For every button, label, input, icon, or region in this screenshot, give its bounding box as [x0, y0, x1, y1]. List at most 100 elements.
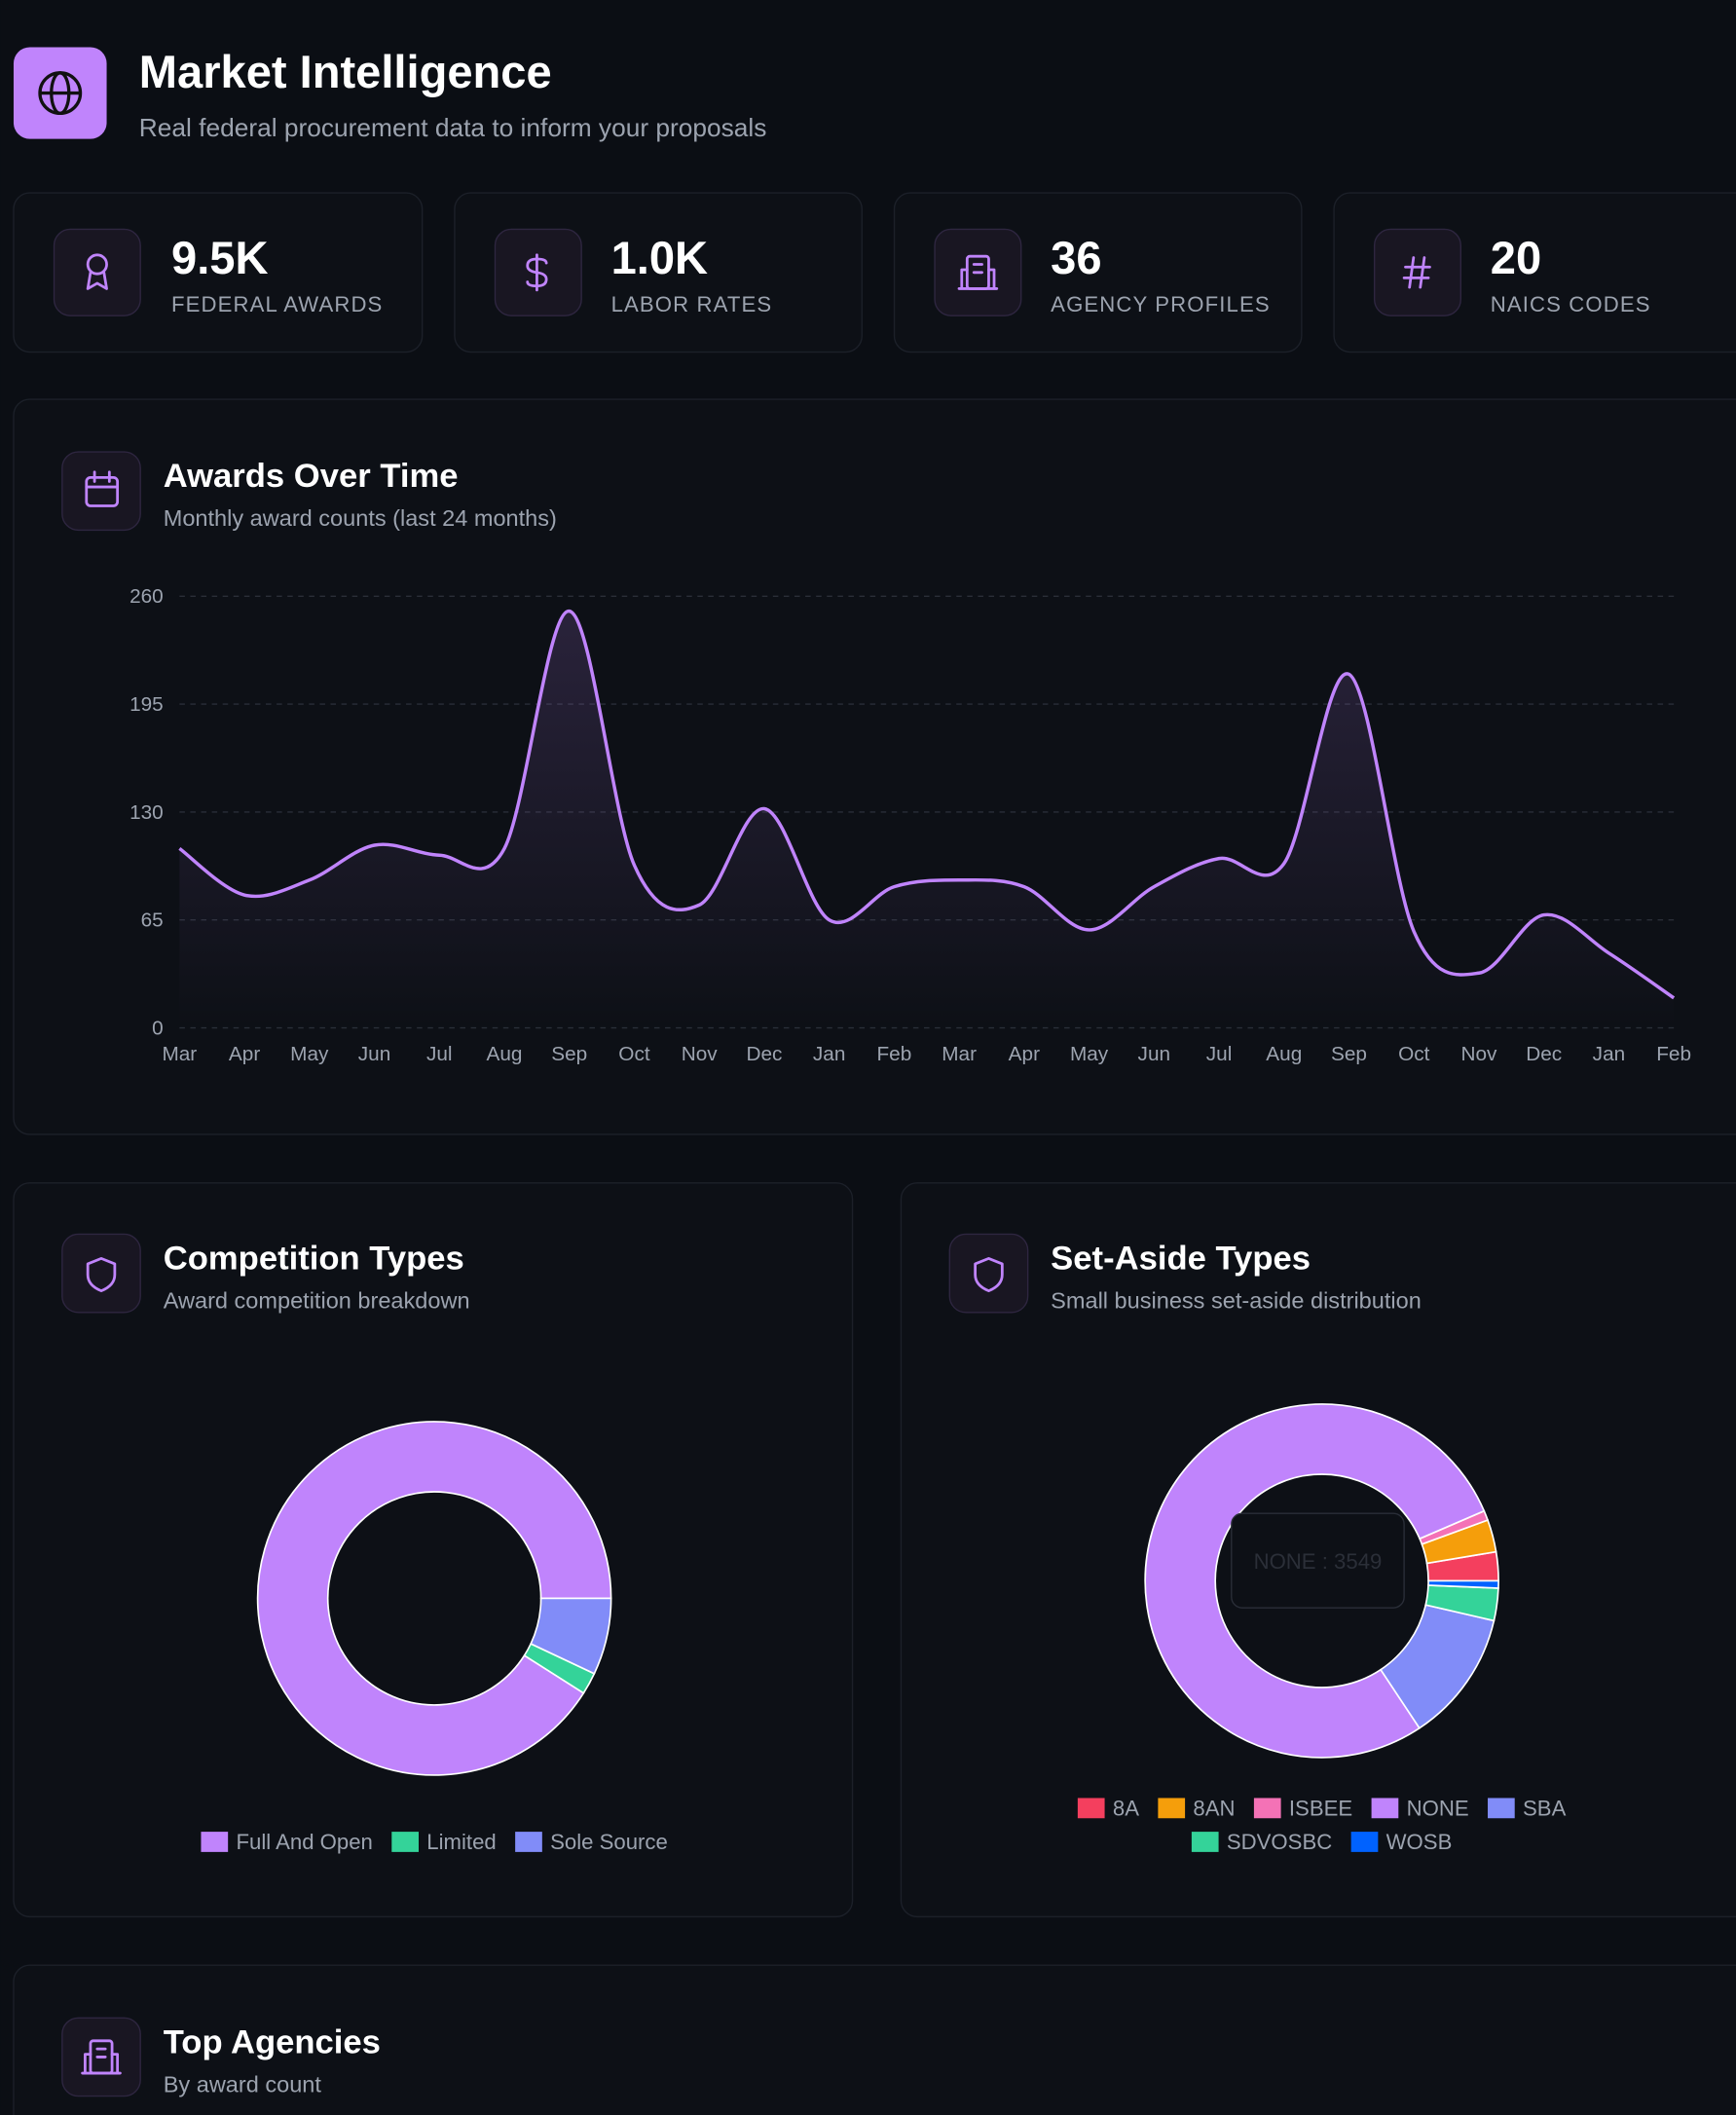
- stat-label: AGENCY PROFILES: [1051, 292, 1271, 316]
- award-icon: [86, 253, 108, 290]
- x-tick-label: Oct: [618, 1043, 650, 1065]
- x-tick-label: Apr: [1009, 1043, 1040, 1065]
- stat-value: 36: [1051, 232, 1101, 283]
- shield-icon: [86, 1257, 117, 1293]
- x-tick-label: Sep: [1331, 1043, 1367, 1065]
- stat-label: NAICS CODES: [1491, 292, 1651, 316]
- x-tick-label: Dec: [1526, 1043, 1562, 1065]
- legend-label: Limited: [426, 1830, 496, 1854]
- x-tick-label: Aug: [1266, 1043, 1302, 1065]
- x-tick-label: Mar: [162, 1043, 197, 1065]
- dollar-icon: [526, 253, 548, 292]
- tooltip-text: NONE : 3549: [1254, 1549, 1383, 1574]
- legend-swatch: [1488, 1798, 1515, 1819]
- donut-slice: [256, 1421, 612, 1776]
- stat-cards: [13, 192, 1736, 353]
- legend-swatch: [1158, 1798, 1186, 1819]
- card-subtitle: Small business set-aside distribution: [1051, 1288, 1422, 1314]
- legend-swatch: [1191, 1832, 1219, 1852]
- hash-icon: [1402, 256, 1431, 289]
- legend-item: ISBEE: [1253, 1796, 1352, 1820]
- y-tick-label: 0: [152, 1017, 164, 1039]
- x-tick-label: Jun: [1138, 1043, 1170, 1065]
- card-title: Top Agencies: [164, 2023, 381, 2060]
- legend-swatch: [201, 1832, 229, 1852]
- legend-label: Sole Source: [550, 1830, 668, 1854]
- y-tick-label: 260: [129, 585, 164, 608]
- y-tick-label: 65: [141, 909, 164, 932]
- tooltip-box: [1231, 1512, 1405, 1609]
- legend-item: 8AN: [1158, 1796, 1236, 1820]
- legend-label: SBA: [1523, 1796, 1567, 1820]
- x-tick-label: Jan: [813, 1043, 845, 1065]
- legend-item: SBA: [1488, 1796, 1567, 1820]
- card-title: Awards Over Time: [164, 458, 459, 495]
- card-title: Set-Aside Types: [1051, 1240, 1311, 1277]
- legend-label: ISBEE: [1289, 1796, 1352, 1820]
- calendar-icon: [85, 470, 120, 507]
- x-tick-label: Jun: [358, 1043, 390, 1065]
- stat-value: 1.0K: [611, 232, 708, 283]
- line: [178, 609, 1676, 1000]
- page-subtitle: Real federal procurement data to inform …: [139, 113, 767, 142]
- x-tick-label: Nov: [1460, 1043, 1497, 1065]
- building-icon: [957, 254, 999, 290]
- card-icon: [948, 1233, 1029, 1314]
- legend-swatch: [391, 1832, 419, 1852]
- legend-swatch: [1253, 1798, 1281, 1819]
- legend-item: SDVOSBC: [1191, 1830, 1332, 1854]
- x-tick-label: Jul: [426, 1043, 453, 1065]
- legend-item: NONE: [1371, 1796, 1469, 1820]
- legend-label: WOSB: [1386, 1830, 1453, 1854]
- legend-label: NONE: [1407, 1796, 1469, 1820]
- legend-swatch: [1371, 1798, 1399, 1819]
- stat-value: 20: [1491, 232, 1541, 283]
- x-tick-label: Dec: [746, 1043, 782, 1065]
- legend-label: 8AN: [1193, 1796, 1235, 1820]
- stat-label: LABOR RATES: [611, 292, 773, 316]
- area: [179, 611, 1675, 1028]
- donut-slice: [530, 1597, 612, 1675]
- legend-item: WOSB: [1350, 1830, 1453, 1854]
- y-tick-label: 195: [129, 693, 164, 716]
- y-tick-label: 130: [129, 801, 164, 824]
- legend-item: Full And Open: [201, 1830, 373, 1854]
- stat-value: 9.5K: [171, 232, 268, 283]
- building-icon: [81, 2039, 122, 2075]
- x-tick-label: May: [290, 1043, 329, 1065]
- stat-icon: [1373, 228, 1461, 316]
- legend-label: Full And Open: [236, 1830, 372, 1854]
- globe-icon: [38, 71, 83, 116]
- shield-icon: [974, 1257, 1004, 1293]
- x-tick-label: Nov: [682, 1043, 719, 1065]
- x-tick-label: Jan: [1593, 1043, 1625, 1065]
- legend-item: Sole Source: [515, 1830, 668, 1854]
- x-tick-label: Mar: [942, 1043, 977, 1065]
- legend-swatch: [1350, 1832, 1379, 1852]
- x-tick-label: Apr: [229, 1043, 260, 1065]
- card-subtitle: Monthly award counts (last 24 months): [164, 505, 557, 531]
- x-tick-label: Jul: [1206, 1043, 1233, 1065]
- x-tick-label: Feb: [876, 1043, 911, 1065]
- x-tick-label: Oct: [1398, 1043, 1430, 1065]
- donut-slice: [1427, 1579, 1499, 1589]
- stat-label: FEDERAL AWARDS: [171, 292, 383, 316]
- competition-card: [13, 1182, 854, 1918]
- donut-slice: [1144, 1403, 1486, 1759]
- legend-swatch: [1077, 1798, 1105, 1819]
- page-title: Market Intelligence: [139, 46, 552, 97]
- card-subtitle: Award competition breakdown: [164, 1288, 470, 1314]
- card-title: Competition Types: [164, 1240, 464, 1277]
- legend-item: 8A: [1077, 1796, 1139, 1820]
- x-tick-label: May: [1070, 1043, 1109, 1065]
- x-tick-label: Sep: [551, 1043, 587, 1065]
- x-tick-label: Aug: [487, 1043, 523, 1065]
- legend-label: 8A: [1113, 1796, 1139, 1820]
- legend-swatch: [515, 1832, 542, 1852]
- agencies-card: [13, 1964, 1736, 2115]
- card-icon: [61, 451, 141, 532]
- x-tick-label: Feb: [1656, 1043, 1691, 1065]
- legend-label: SDVOSBC: [1227, 1830, 1332, 1854]
